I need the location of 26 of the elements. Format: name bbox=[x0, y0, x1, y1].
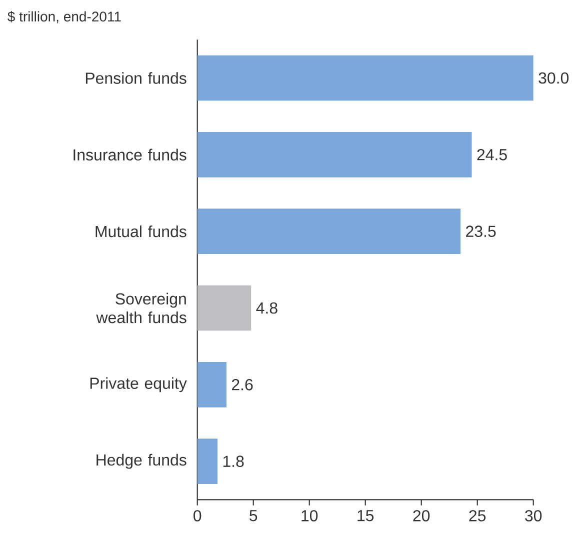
bar bbox=[197, 55, 534, 101]
x-tick-label: 0 bbox=[194, 510, 202, 522]
data-label: 23.5 bbox=[466, 226, 496, 237]
data-label: 24.5 bbox=[477, 149, 507, 160]
y-tick-label: Pension funds bbox=[86, 72, 186, 84]
x-tick-label: 30 bbox=[525, 510, 542, 522]
y-tick-label: Mutual funds bbox=[96, 225, 186, 238]
bar bbox=[197, 438, 218, 484]
x-tick-label: 20 bbox=[413, 510, 430, 522]
y-tick-label: Insurance funds bbox=[74, 148, 186, 161]
data-label: 30.0 bbox=[538, 72, 569, 84]
bar bbox=[197, 362, 226, 408]
x-tick-label: 15 bbox=[358, 510, 374, 522]
bar bbox=[197, 208, 461, 254]
x-tick-label: 5 bbox=[250, 510, 258, 522]
x-tick-label: 10 bbox=[302, 510, 318, 522]
text: $ trillion, end-2011 bbox=[8, 11, 121, 24]
data-label: 1.8 bbox=[223, 456, 244, 467]
y-tick-label: Sovereign wealth funds bbox=[96, 292, 186, 324]
data-label: 4.8 bbox=[256, 302, 278, 314]
bar bbox=[197, 132, 472, 178]
x-tick-label: 25 bbox=[469, 510, 486, 522]
bar bbox=[197, 285, 252, 331]
y-tick-label: Private equity bbox=[90, 377, 187, 392]
data-label: 2.6 bbox=[232, 379, 253, 390]
y-tick-label: Hedge funds bbox=[96, 454, 186, 469]
